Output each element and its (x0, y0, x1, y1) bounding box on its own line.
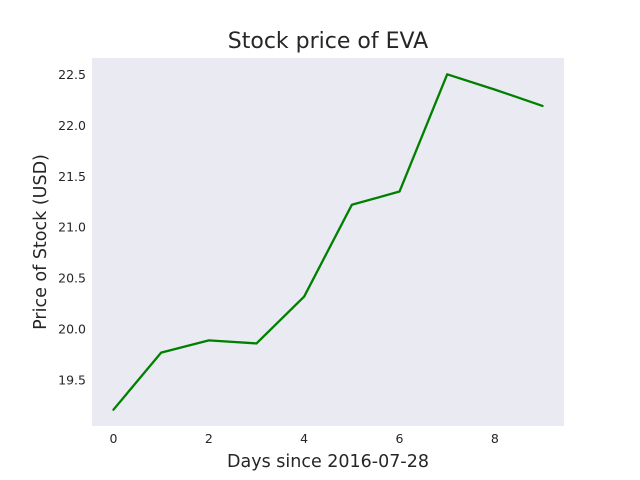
y-tick-label: 21.0 (58, 220, 86, 235)
y-tick-label: 22.0 (58, 118, 86, 133)
y-tick-label: 20.5 (58, 271, 86, 286)
y-axis-label: Price of Stock (USD) (31, 154, 51, 330)
data-series (112, 73, 544, 411)
y-tick-label: 19.5 (58, 373, 86, 388)
x-tick-label: 2 (205, 431, 213, 446)
plot-area (92, 58, 564, 426)
chart-title: Stock price of EVA (228, 29, 428, 54)
tick-labels: 0 2 4 6 8 19.5 20.0 20.5 21.0 21.5 22.0 22.5 (58, 67, 499, 446)
y-tick-label: 20.0 (58, 322, 86, 337)
y-tick-label: 22.5 (58, 67, 86, 82)
y-tick-label: 21.5 (58, 169, 86, 184)
x-tick-label: 8 (491, 431, 499, 446)
x-tick-label: 0 (109, 431, 117, 446)
x-axis-label: Days since 2016-07-28 (227, 452, 429, 472)
series-line (112, 73, 544, 411)
x-tick-label: 4 (300, 431, 308, 446)
x-tick-label: 6 (396, 431, 404, 446)
